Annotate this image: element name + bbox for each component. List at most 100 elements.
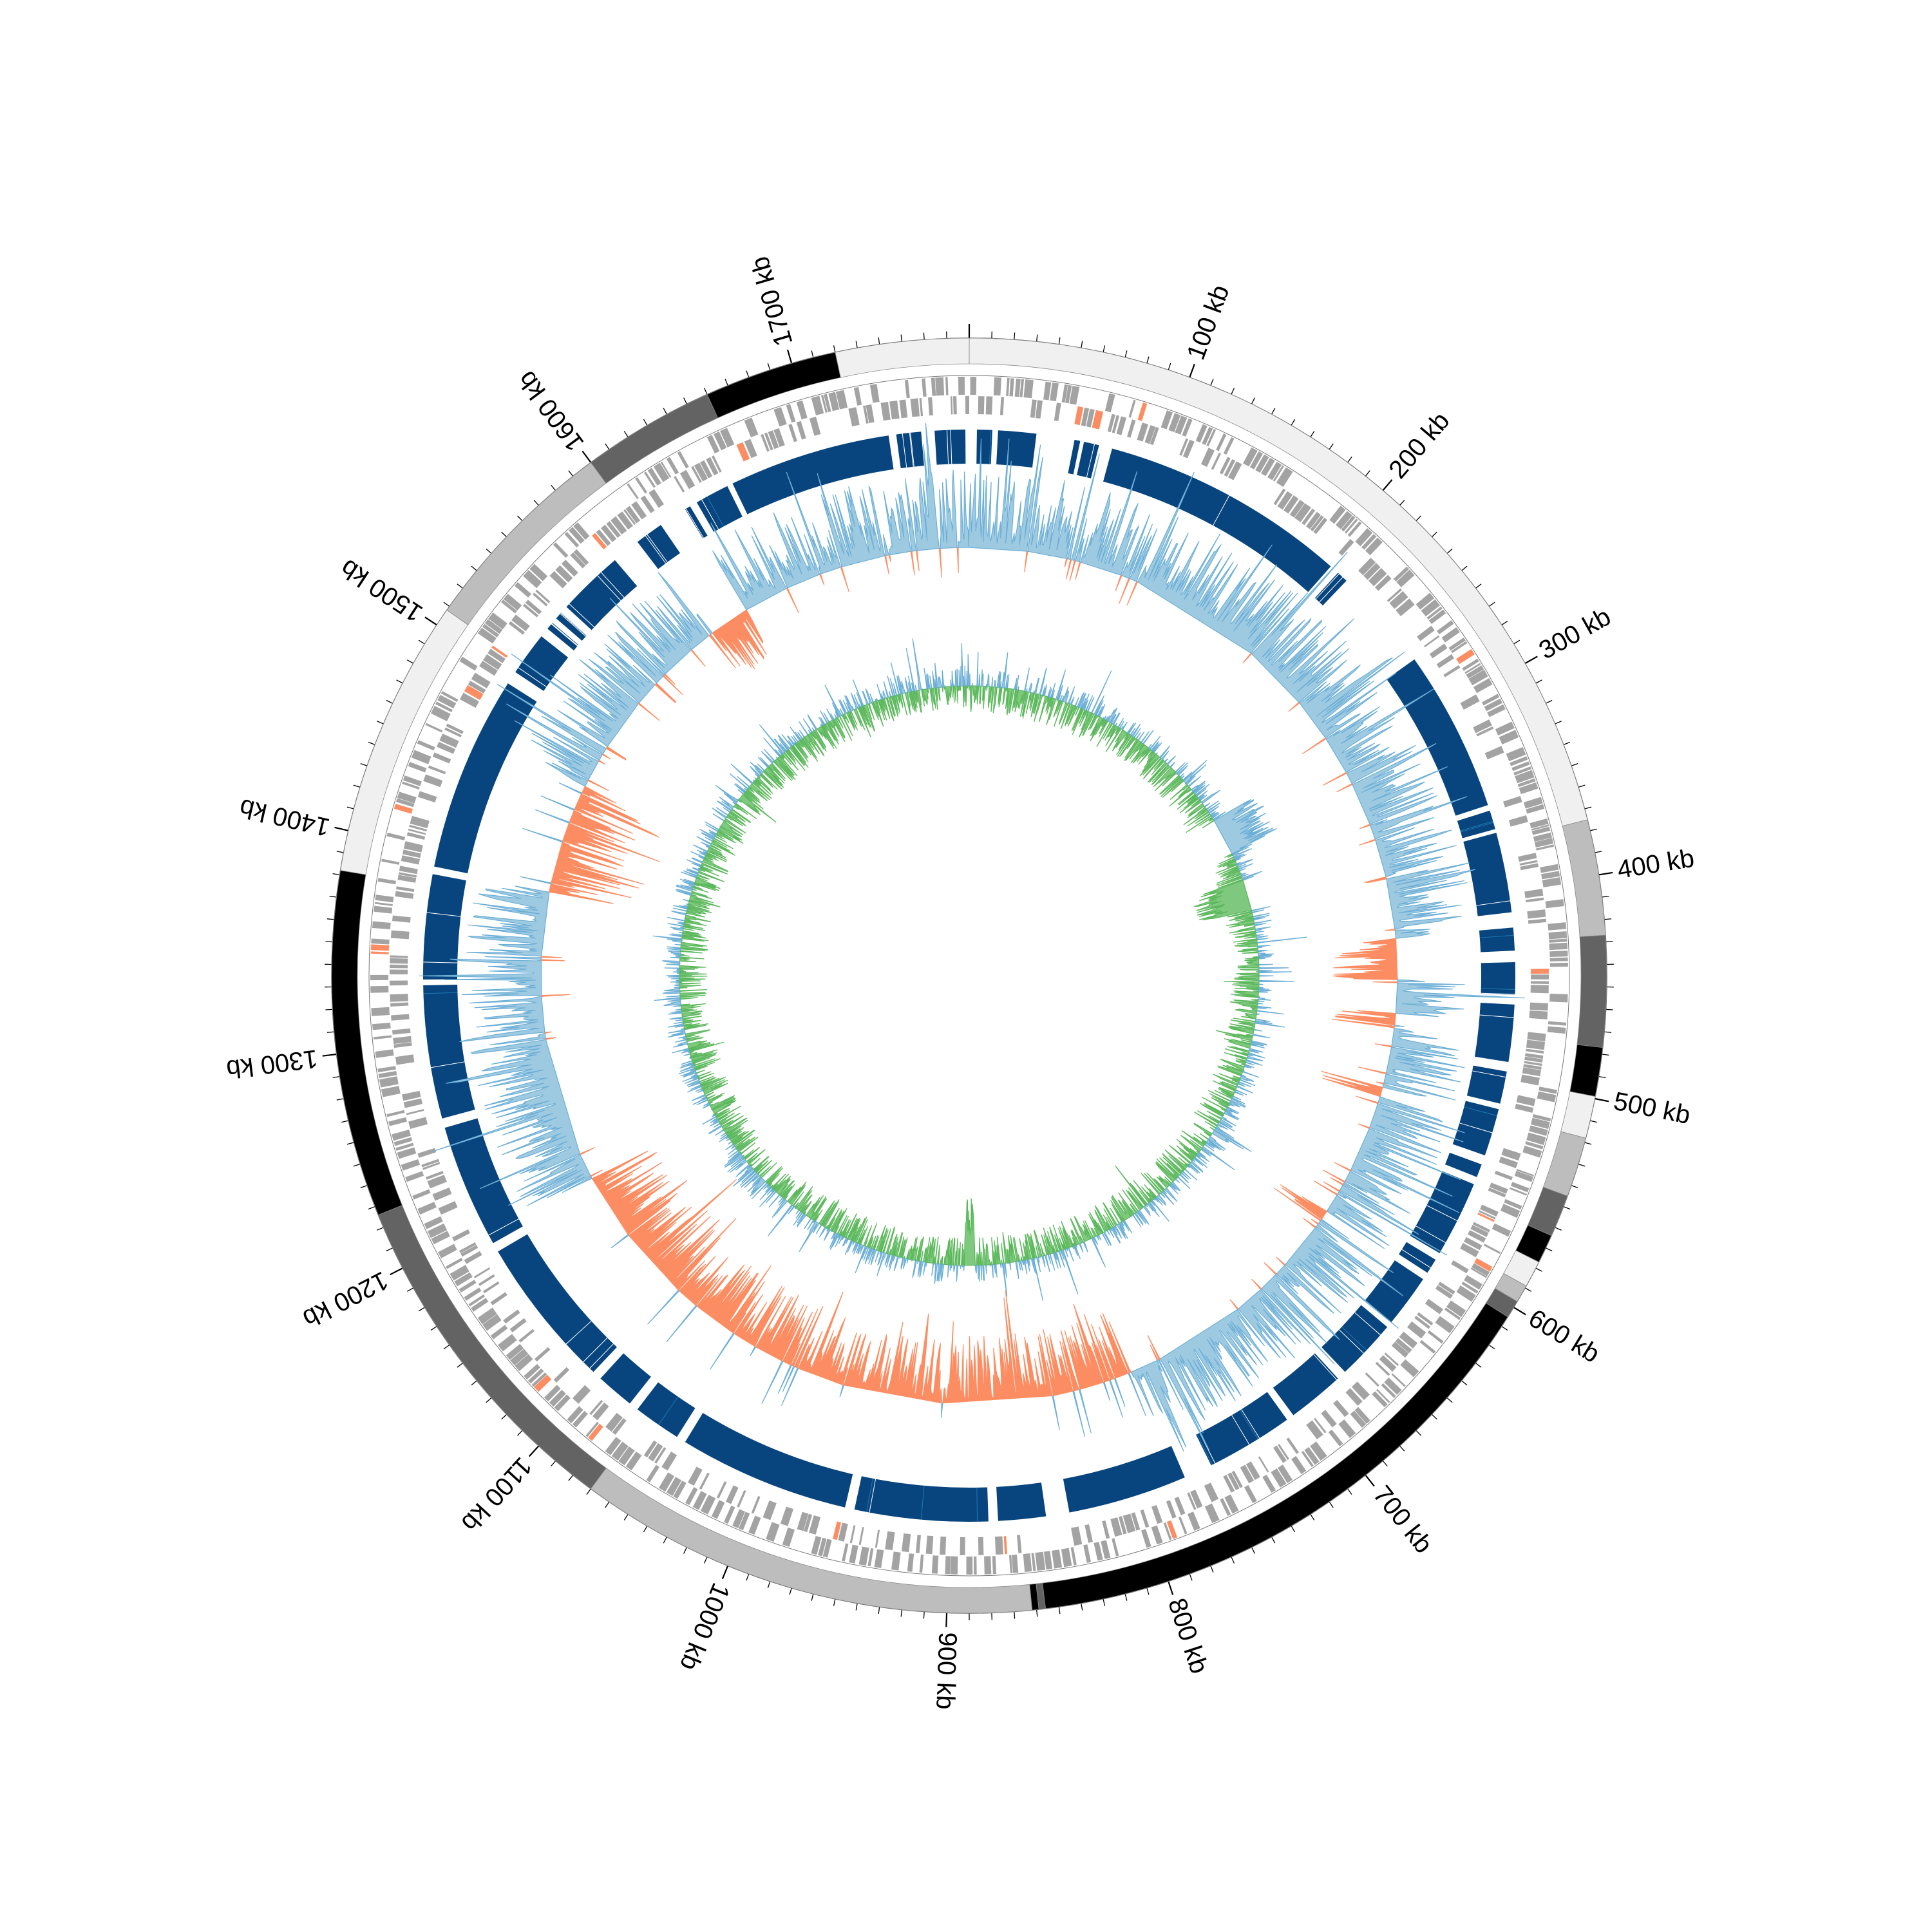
major-tick [1524,656,1538,665]
minor-tick [1231,388,1235,395]
gene-feature [640,495,655,513]
gene-feature [1306,1420,1323,1440]
gene-feature [1116,416,1126,435]
gc-content-below-area [679,975,708,978]
gene-feature [411,750,431,764]
gc-content-below-area [916,690,922,713]
gc-content-above-area [1191,781,1206,792]
gene-feature [549,571,567,589]
gc-content-above-area [690,1073,698,1077]
alignment-block [637,525,681,569]
gc-skew-negative-area [1323,1181,1340,1192]
gene-feature [427,1223,448,1238]
major-tick [1598,871,1613,876]
gene-feature [523,570,542,589]
gene-feature [1344,518,1358,534]
gc-content-above-area [1253,920,1272,924]
alignment-block [434,683,537,874]
gene-feature [1175,415,1188,435]
gene-ring-outline [368,375,1570,1577]
tick-label: 200 kb [1383,407,1455,484]
gc-skew-negative-area [1385,928,1396,931]
minor-tick [683,397,688,404]
gene-feature [412,1189,431,1200]
gene-feature [1526,897,1544,903]
gc-content-below-area [703,1079,728,1095]
gene-feature [432,752,451,764]
minor-tick [1081,341,1083,348]
gene-feature [1451,1260,1469,1274]
gene-feature [1519,782,1539,795]
gc-content-below-area [1162,778,1184,798]
gene-feature [1376,1388,1390,1403]
gene-feature [1305,511,1321,529]
gc-skew-negative-area [1069,560,1076,582]
gc-content-below-area [1002,1232,1009,1264]
gc-content-above-area [914,685,917,692]
gene-feature [403,841,423,853]
gene-feature [842,1543,849,1562]
gc-skew-negative-area [1330,1177,1344,1186]
minor-tick [501,531,507,538]
gc-content-below-area [1183,806,1207,825]
gene-feature [523,603,539,618]
gc-content-below-area [1025,1234,1032,1260]
gc-skew-negative-area [562,822,660,862]
gc-content-above-area [1034,677,1040,694]
gc-content-above-area [934,1263,938,1284]
gene-feature [612,1417,627,1435]
gc-content-above-area [980,669,984,687]
minor-tick [1347,456,1352,463]
gene-feature [1019,379,1025,397]
minor-tick [833,345,836,353]
gc-content-above-area [1083,1241,1088,1253]
gene-feature [573,522,590,540]
gene-feature [446,723,464,734]
gc-content-above-area [1177,765,1188,776]
gc-content-above-area [838,699,848,715]
gc-content-above-area [1217,1122,1228,1130]
gc-content-below-area [1070,1218,1084,1244]
gc-content-below-area [1233,999,1258,1004]
gene-feature [1379,1355,1397,1372]
gene-feature [1537,1091,1557,1103]
gc-content-above-area [991,676,994,688]
minor-tick [663,408,668,415]
gc-content-below-area [679,989,708,992]
gc-content-above-area [760,757,770,768]
gc-content-above-area [772,1198,788,1218]
gc-content-below-area [1224,1038,1251,1049]
gc-content-below-area [940,1258,942,1265]
gene-feature [766,1522,780,1542]
gene-feature [1400,1359,1419,1378]
gc-content-below-area [811,1196,827,1221]
minor-tick [1598,1075,1606,1078]
alignment-block [1444,1152,1482,1177]
gc-content-above-area [799,1220,820,1252]
gene-feature [1489,1182,1508,1194]
gene-feature [1528,918,1547,924]
gc-content-below-area [679,954,690,957]
gene-feature [1195,424,1208,443]
gene-feature [437,741,456,754]
gc-content-above-area [1024,667,1030,692]
gene-feature [1023,379,1034,399]
gc-content-below-area [1209,1126,1215,1131]
gc-content-above-area [683,1053,691,1056]
gc-skew-negative-area [884,555,889,574]
gene-feature [1127,419,1136,438]
gene-feature [692,1491,707,1510]
gene-feature [677,451,689,469]
gene-feature [992,1556,997,1575]
gene-feature [1050,382,1059,402]
gene-feature [1472,1222,1490,1233]
gc-skew-positive-area [588,643,656,704]
gene-feature [1461,1282,1479,1294]
block-separator [909,433,914,467]
minor-tick [353,784,361,788]
gene-feature [904,379,910,399]
gc-skew-positive-area [1370,796,1468,840]
gc-skew-positive-area [1261,1274,1340,1365]
gc-content-above-area [1036,1256,1041,1273]
gc-content-below-area [1124,740,1142,761]
